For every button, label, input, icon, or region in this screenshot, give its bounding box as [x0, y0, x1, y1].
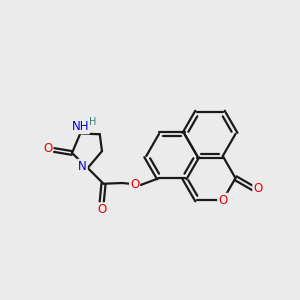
Text: O: O — [218, 194, 227, 207]
Text: NH: NH — [71, 120, 89, 133]
Text: O: O — [97, 203, 106, 216]
Text: O: O — [130, 178, 139, 191]
Text: N: N — [78, 160, 87, 172]
Text: O: O — [253, 182, 262, 195]
Text: H: H — [89, 117, 96, 127]
Text: O: O — [43, 142, 52, 154]
